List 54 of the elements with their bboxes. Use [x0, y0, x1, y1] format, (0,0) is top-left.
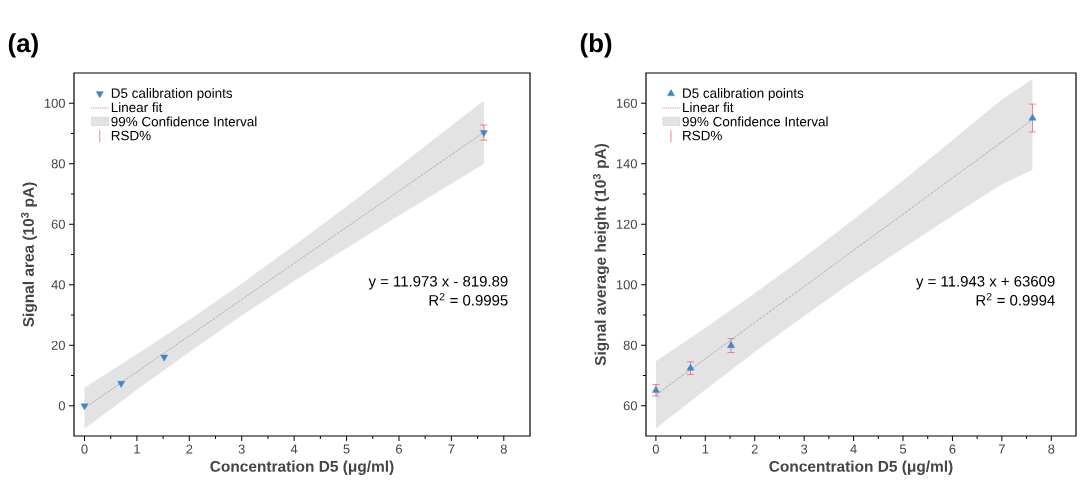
- x-tick-label: 6: [949, 444, 956, 454]
- y-axis-title: Signal average height (10$^{3}$ pA): [593, 143, 610, 366]
- y-tick-label: 80: [623, 340, 638, 350]
- x-axis-title: Concentration D5 (μg/ml): [769, 460, 953, 475]
- x-tick-label: 7: [448, 444, 455, 454]
- x-tick-label: 4: [850, 444, 857, 454]
- x-tick-label: 0: [652, 444, 659, 454]
- annotation: RSD%: [111, 130, 151, 141]
- y-axis-title: Signal area (10$^{3}$ pA): [21, 182, 38, 327]
- point: [480, 130, 488, 137]
- y-tick-label: 80: [51, 159, 65, 169]
- x-tick-label: 3: [801, 444, 808, 454]
- x-tick-label: 8: [500, 444, 507, 454]
- legend-label: D5 calibration points: [683, 88, 804, 101]
- legend-label: Linear fit: [683, 102, 734, 113]
- x-tick-label: 8: [1048, 444, 1055, 454]
- x-tick-label: 2: [751, 444, 758, 454]
- point: [160, 354, 168, 362]
- y-tick-label: 40: [51, 280, 65, 290]
- y-tick-label: 100: [616, 280, 637, 290]
- legend-label: Linear fit: [111, 102, 163, 113]
- point: [686, 363, 695, 371]
- x-tick-label: 0: [81, 444, 88, 454]
- annotation: R$^{2}$ = 0.9994: [976, 292, 1055, 306]
- y-tick-label: 20: [51, 340, 65, 350]
- y-tick-label: 60: [623, 401, 638, 411]
- annotation: R$^{2}$ = 0.9995: [429, 292, 508, 306]
- point: [80, 403, 89, 411]
- annotation: RSD%: [683, 130, 722, 141]
- x-tick-label: 1: [702, 444, 709, 454]
- x-tick-label: 3: [238, 444, 245, 454]
- y-tick-label: 100: [44, 98, 65, 108]
- point: [1028, 113, 1037, 121]
- x-tick-label: 7: [998, 444, 1005, 454]
- y-tick-label: 120: [616, 219, 637, 229]
- y-tick-label: 160: [616, 98, 637, 108]
- y-tick-label: 140: [616, 159, 637, 169]
- x-tick-label: 2: [186, 444, 193, 454]
- x-tick-label: 5: [343, 444, 350, 454]
- x-tick-label: 5: [899, 444, 907, 454]
- annotation: 99% Confidence Interval: [682, 116, 828, 127]
- y-tick-label: 60: [51, 219, 65, 229]
- legend-label: D5 calibration points: [111, 88, 233, 101]
- annotation: y = 11.973 x - 819.89: [368, 276, 508, 290]
- chart-title: (a): [8, 33, 38, 58]
- annotation: y = 11.943 x + 63609: [916, 276, 1055, 290]
- x-tick-label: 6: [396, 444, 402, 454]
- y-tick-label: 0: [58, 401, 65, 411]
- chart-title: (b): [580, 33, 612, 58]
- x-axis-title: Concentration D5 (μg/ml): [210, 460, 394, 475]
- point: [117, 381, 125, 388]
- x-tick-label: 4: [290, 444, 298, 454]
- annotation: 99% Confidence Interval: [111, 116, 257, 127]
- x-tick-label: 1: [134, 444, 140, 454]
